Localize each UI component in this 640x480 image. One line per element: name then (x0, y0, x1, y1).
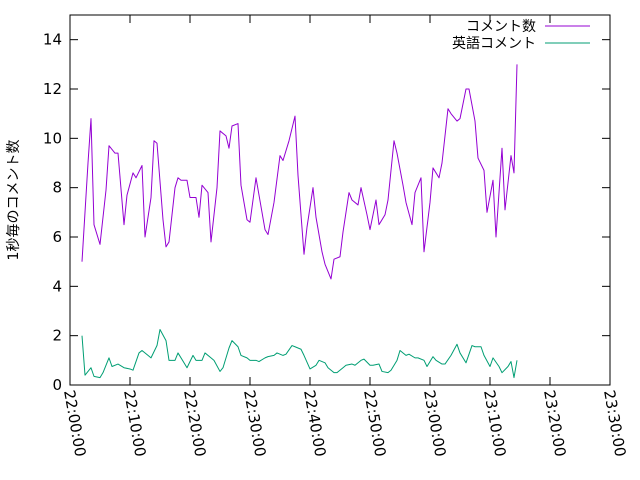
y-tick-label: 14 (43, 31, 62, 49)
y-tick-label: 8 (52, 179, 62, 197)
y-tick-label: 12 (43, 80, 62, 98)
x-tick-label: 23:00:00 (420, 389, 449, 458)
x-tick-label: 22:30:00 (240, 389, 269, 458)
y-tick-label: 2 (52, 327, 62, 345)
y-axis-label: 1秒毎のコメント数 (6, 140, 22, 261)
legend-label: 英語コメント (452, 35, 536, 52)
x-tick-label: 23:10:00 (480, 389, 509, 458)
series-layer (81, 64, 518, 379)
x-tick-label: 22:50:00 (360, 389, 389, 458)
x-tick-label: 22:20:00 (180, 389, 209, 458)
x-tick-label: 22:10:00 (120, 389, 149, 458)
series-line-1 (81, 64, 518, 280)
y-tick-label: 10 (43, 129, 62, 147)
y-tick-label: 4 (52, 277, 62, 295)
legend-label: コメント数 (466, 19, 536, 35)
series-line-2 (81, 329, 518, 379)
x-tick-label: 23:20:00 (540, 389, 569, 458)
y-tick-label: 6 (52, 228, 62, 246)
y-tick-label: 0 (52, 376, 62, 394)
x-tick-label: 22:00:00 (60, 389, 89, 458)
x-tick-label: 23:30:00 (600, 389, 629, 458)
plot-frame (69, 14, 611, 386)
y-axis: 0 2 4 6 8 10 12 14 (43, 31, 610, 394)
x-tick-label: 22:40:00 (300, 389, 329, 458)
